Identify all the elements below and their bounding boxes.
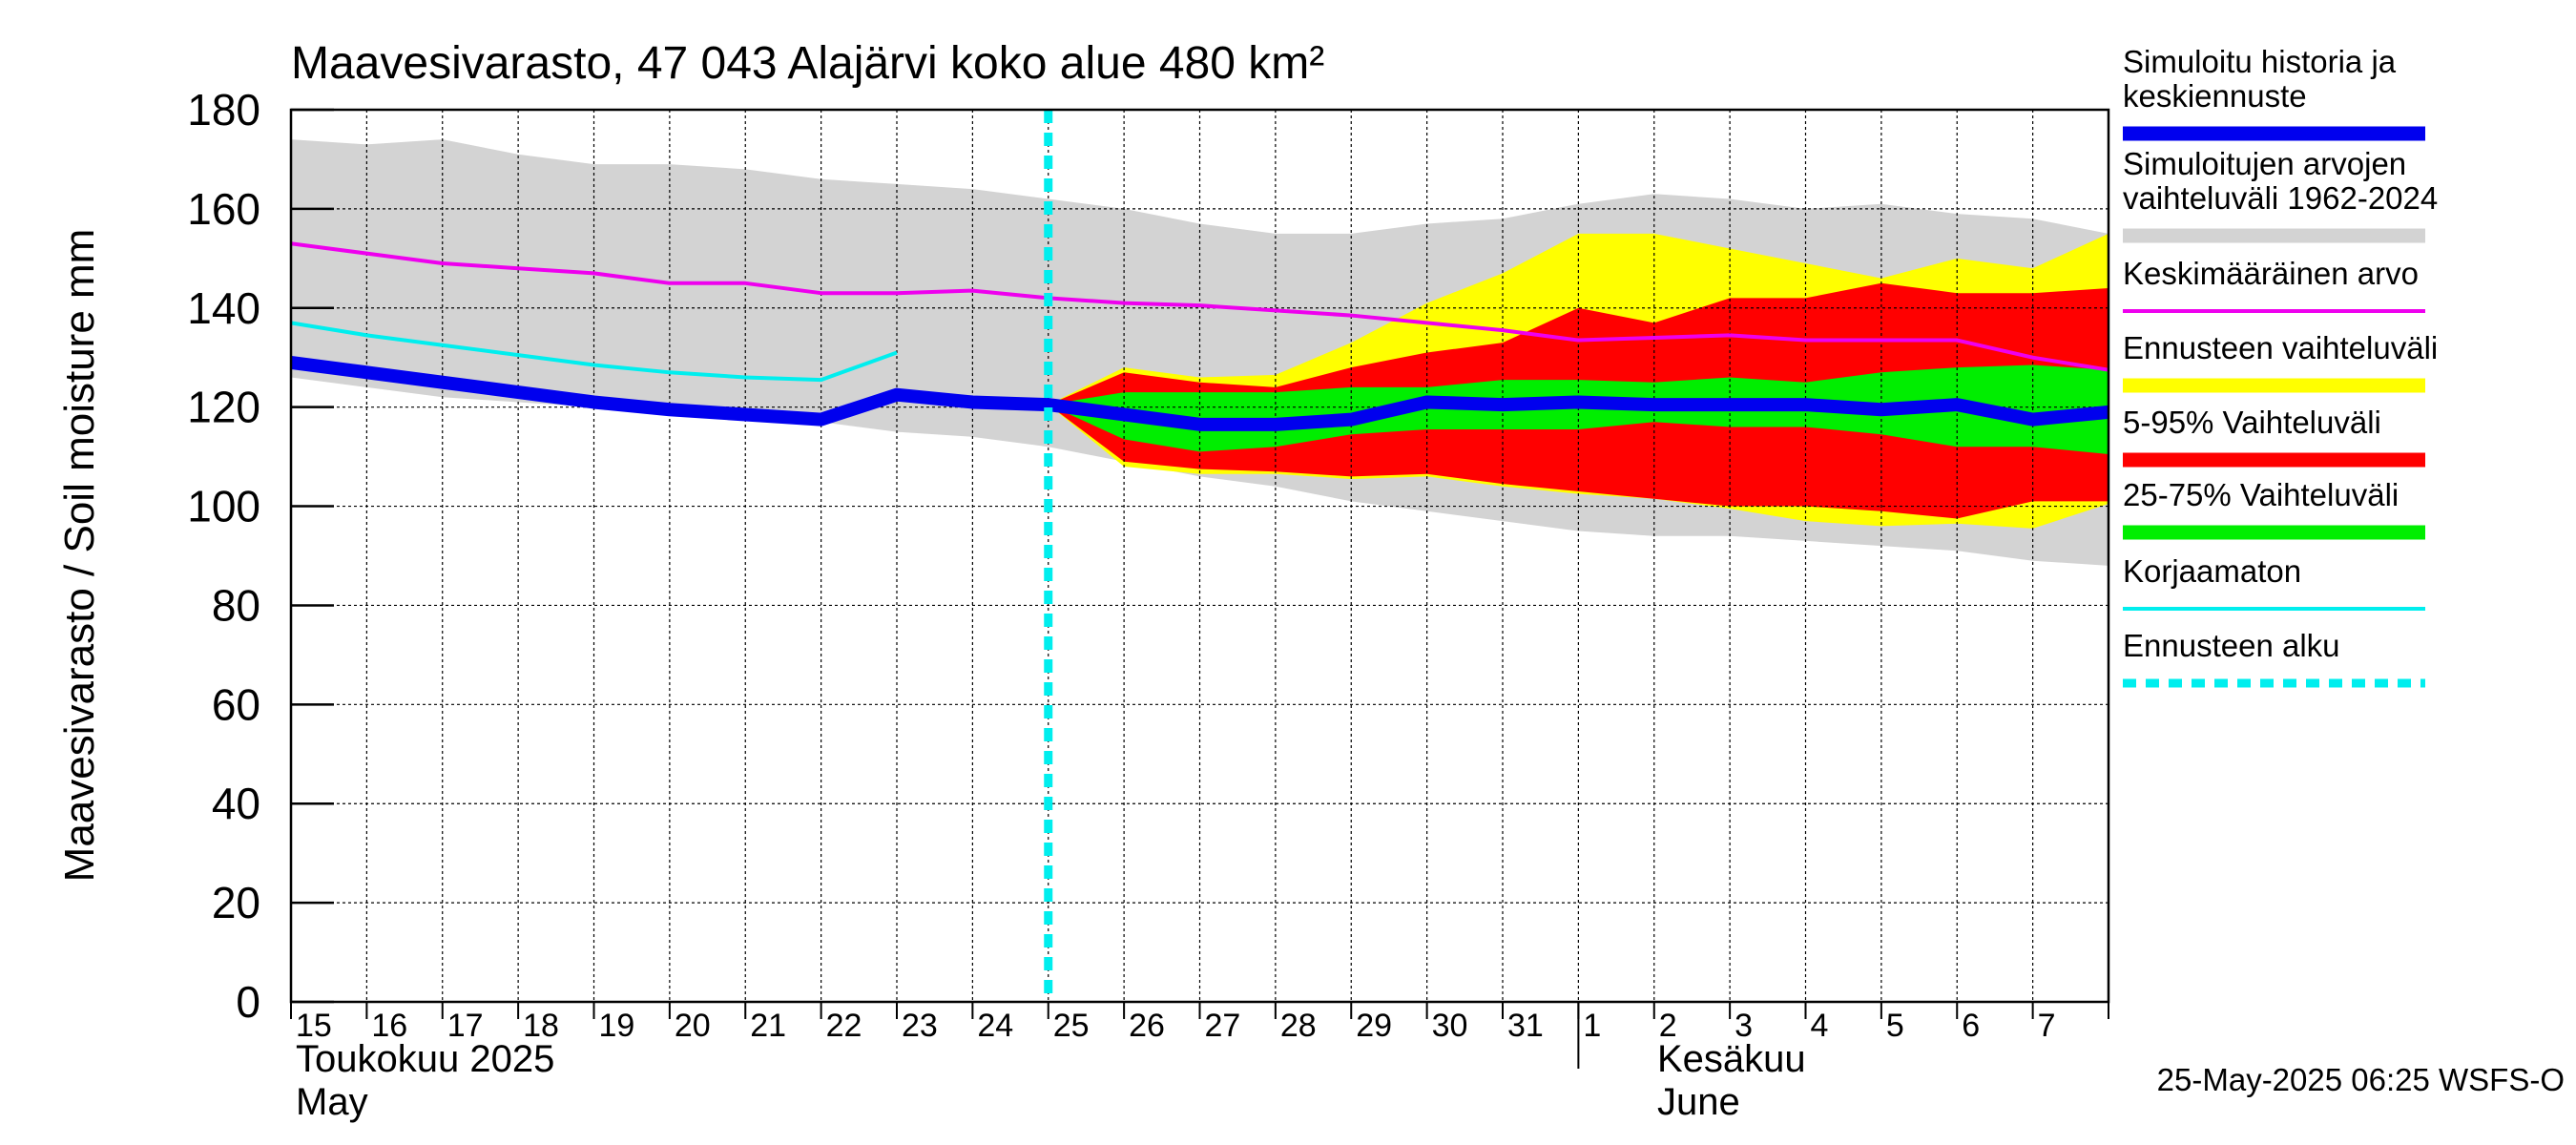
- x-tick-label-31: 31: [1507, 1008, 1544, 1044]
- series-history-line: [290, 355, 2109, 431]
- x-tick-label-28: 28: [1280, 1008, 1317, 1044]
- legend-label-history: Simuloitu historia ja keskiennuste: [2123, 44, 2397, 114]
- month-label-june-en: June: [1657, 1081, 1740, 1123]
- x-tick-label-24: 24: [977, 1008, 1013, 1044]
- x-tick-label-26: 26: [1129, 1008, 1165, 1044]
- x-tick-label-19: 19: [599, 1008, 635, 1044]
- x-tick-label-5: 5: [1886, 1008, 1904, 1044]
- x-tick-label-29: 29: [1356, 1008, 1392, 1044]
- x-tick-label-22: 22: [826, 1008, 862, 1044]
- y-tick-label-100: 100: [187, 482, 260, 531]
- legend-label-forecast_start: Ennusteen alku: [2123, 628, 2340, 663]
- y-tick-label-0: 0: [236, 977, 260, 1027]
- legend-label-uncorrected: Korjaamaton: [2123, 553, 2301, 589]
- x-tick-label-4: 4: [1811, 1008, 1829, 1044]
- chart-title: Maavesivarasto, 47 043 Alajärvi koko alu…: [291, 38, 1324, 89]
- x-tick-label-23: 23: [902, 1008, 938, 1044]
- legend-label-sim_range: Simuloitujen arvojen vaihteluväli 1962-20…: [2123, 146, 2438, 216]
- legend-label-p25_75: 25-75% Vaihteluväli: [2123, 477, 2399, 512]
- month-label-june-fi: Kesäkuu: [1657, 1038, 1806, 1080]
- x-tick-label-16: 16: [371, 1008, 407, 1044]
- x-tick-label-27: 27: [1205, 1008, 1241, 1044]
- y-tick-label-160: 160: [187, 184, 260, 234]
- x-tick-label-3: 3: [1735, 1008, 1753, 1044]
- x-tick-label-18: 18: [523, 1008, 559, 1044]
- x-tick-label-7: 7: [2038, 1008, 2056, 1044]
- y-axis-label: Maavesivarasto / Soil moisture mm: [56, 229, 103, 883]
- y-tick-label-40: 40: [212, 779, 260, 828]
- month-label-may-en: May: [296, 1081, 368, 1123]
- x-tick-label-20: 20: [675, 1008, 711, 1044]
- line-layer: [290, 110, 2109, 1002]
- x-tick-label-17: 17: [447, 1008, 484, 1044]
- x-tick-label-25: 25: [1053, 1008, 1090, 1044]
- legend-label-p5_95: 5-95% Vaihteluväli: [2123, 405, 2381, 440]
- month-label-may-fi: Toukokuu 2025: [296, 1038, 554, 1080]
- y-tick-label-60: 60: [212, 679, 260, 729]
- x-tick-label-2: 2: [1659, 1008, 1677, 1044]
- series-mean-line: [290, 241, 2109, 372]
- x-tick-label-15: 15: [296, 1008, 332, 1044]
- series-uncorrected-line: [290, 321, 898, 383]
- y-tick-label-80: 80: [212, 580, 260, 630]
- x-tick-label-21: 21: [750, 1008, 786, 1044]
- legend: Simuloitu historia ja keskiennuste Simuloi…: [2123, 44, 2438, 688]
- footer-timestamp: 25-May-2025 06:25 WSFS-O: [2157, 1062, 2565, 1097]
- x-tick-label-1: 1: [1583, 1008, 1601, 1044]
- y-tick-label-180: 180: [187, 85, 260, 135]
- legend-label-forecast_range: Ennusteen vaihteluväli: [2123, 330, 2438, 365]
- y-tick-label-140: 140: [187, 283, 260, 333]
- x-tick-label-6: 6: [1962, 1008, 1980, 1044]
- legend-label-mean: Keskimääräinen arvo: [2123, 256, 2419, 291]
- y-tick-label-20: 20: [212, 878, 260, 927]
- y-tick-label-120: 120: [187, 383, 260, 432]
- x-tick-label-30: 30: [1432, 1008, 1468, 1044]
